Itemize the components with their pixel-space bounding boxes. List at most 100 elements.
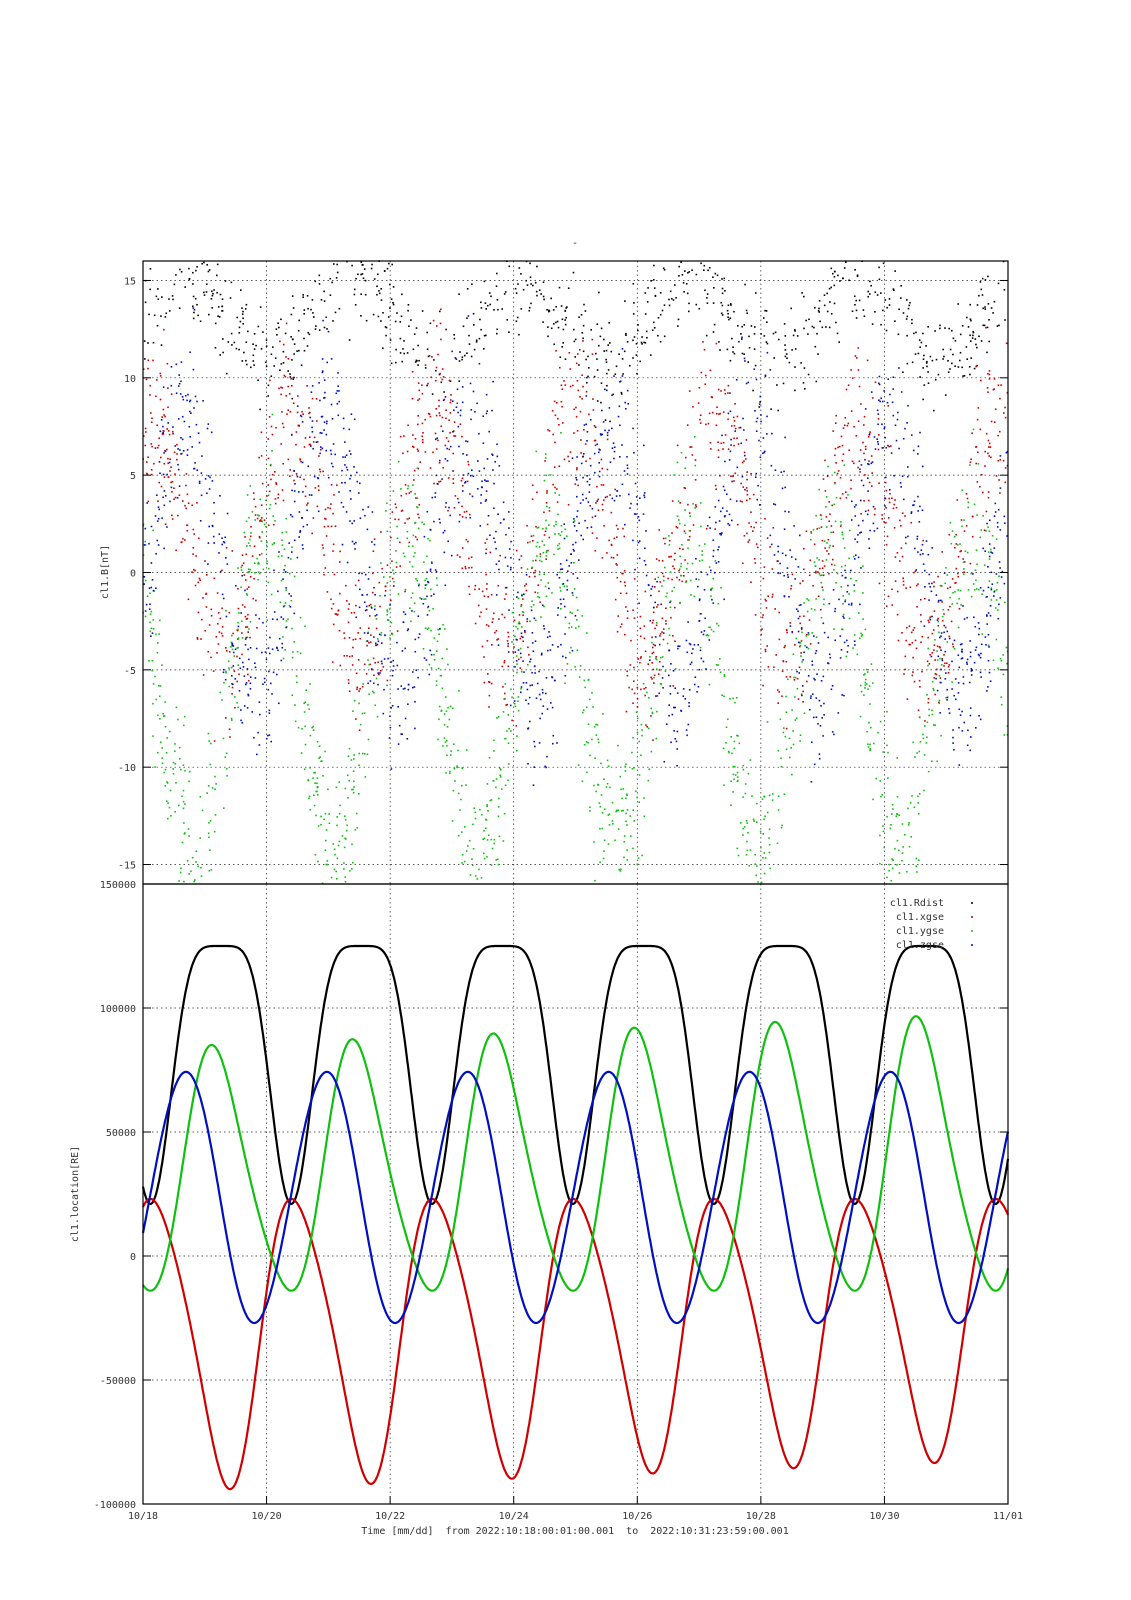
b-field-point (221, 626, 224, 628)
b-field-point (376, 285, 378, 288)
b-field-point (999, 597, 1002, 599)
b-field-point (718, 341, 720, 343)
b-field-point (768, 843, 771, 846)
b-field-point (167, 387, 169, 389)
b-field-point (813, 609, 816, 611)
b-field-point (606, 759, 609, 762)
b-field-point (602, 857, 605, 860)
b-field-point (319, 432, 322, 434)
b-field-point (983, 529, 986, 531)
b-field-point (351, 264, 353, 267)
b-field-point (835, 321, 837, 324)
b-field-point (779, 718, 782, 721)
b-field-point (855, 579, 857, 582)
b-field-point (231, 644, 233, 646)
b-field-point (204, 629, 206, 632)
b-field-point (171, 514, 173, 517)
b-field-point (485, 490, 488, 492)
b-field-point (391, 263, 393, 266)
b-field-point (762, 857, 764, 859)
b-field-point (163, 462, 166, 465)
b-field-point (743, 429, 745, 431)
b-field-point (462, 325, 465, 328)
b-field-point (192, 271, 194, 274)
b-field-point (545, 558, 547, 560)
b-field-point (394, 503, 397, 505)
b-field-point (840, 586, 842, 588)
b-field-point (250, 526, 252, 528)
b-field-point (945, 672, 947, 674)
b-field-point (424, 367, 427, 369)
b-field-point (428, 663, 431, 666)
b-field-point (524, 631, 526, 634)
b-field-point (754, 326, 756, 328)
b-field-point (172, 773, 175, 775)
b-field-point (794, 330, 796, 332)
b-field-point (556, 573, 558, 576)
b-field-point (892, 414, 895, 417)
b-field-point (754, 863, 756, 865)
b-field-point (888, 863, 890, 866)
b-field-point (149, 384, 152, 387)
b-field-point (770, 543, 773, 546)
b-field-point (884, 436, 886, 439)
b-field-point (399, 435, 402, 438)
b-field-point (561, 405, 563, 408)
b-field-point (598, 470, 601, 473)
b-field-point (258, 554, 261, 556)
b-field-point (281, 489, 284, 491)
b-field-point (589, 806, 591, 809)
b-field-point (616, 810, 618, 812)
b-field-point (402, 688, 405, 690)
b-field-point (384, 585, 387, 587)
b-field-point (510, 688, 512, 691)
b-field-point (845, 496, 848, 499)
b-field-point (686, 734, 688, 737)
b-field-point (685, 639, 688, 642)
b-field-point (474, 411, 476, 413)
b-field-point (149, 592, 151, 595)
b-field-point (878, 482, 880, 484)
b-field-point (755, 292, 757, 294)
b-field-point (486, 783, 489, 785)
b-field-point (515, 292, 518, 294)
b-field-point (538, 596, 541, 599)
b-field-point (834, 610, 836, 613)
b-field-point (432, 451, 434, 454)
b-field-point (585, 358, 587, 361)
b-field-point (167, 462, 169, 465)
b-field-point (732, 765, 734, 768)
b-field-point (409, 561, 411, 563)
b-field-point (725, 742, 727, 744)
b-field-point (670, 600, 672, 602)
b-field-point (411, 371, 414, 373)
b-field-point (723, 598, 725, 601)
b-field-point (736, 523, 739, 526)
b-field-point (487, 480, 489, 482)
b-field-point (270, 463, 272, 466)
b-field-point (249, 621, 252, 623)
b-field-point (614, 839, 616, 842)
b-field-point (372, 657, 375, 660)
b-field-point (642, 682, 645, 685)
b-field-point (675, 740, 678, 743)
b-field-point (448, 772, 451, 775)
b-field-point (968, 681, 971, 684)
b-field-point (720, 532, 722, 535)
b-field-point (839, 525, 842, 527)
b-field-point (152, 529, 154, 532)
b-field-point (150, 610, 153, 613)
b-field-point (575, 530, 578, 532)
b-field-point (855, 309, 858, 312)
b-field-point (825, 559, 828, 561)
b-field-point (544, 585, 547, 588)
b-field-point (189, 410, 191, 413)
b-field-point (962, 375, 964, 377)
b-field-point (747, 381, 750, 384)
b-field-point (927, 664, 929, 667)
b-field-point (474, 875, 477, 877)
b-field-point (913, 500, 916, 503)
b-field-point (257, 325, 260, 328)
b-field-point (654, 295, 657, 297)
b-field-point (939, 712, 941, 714)
